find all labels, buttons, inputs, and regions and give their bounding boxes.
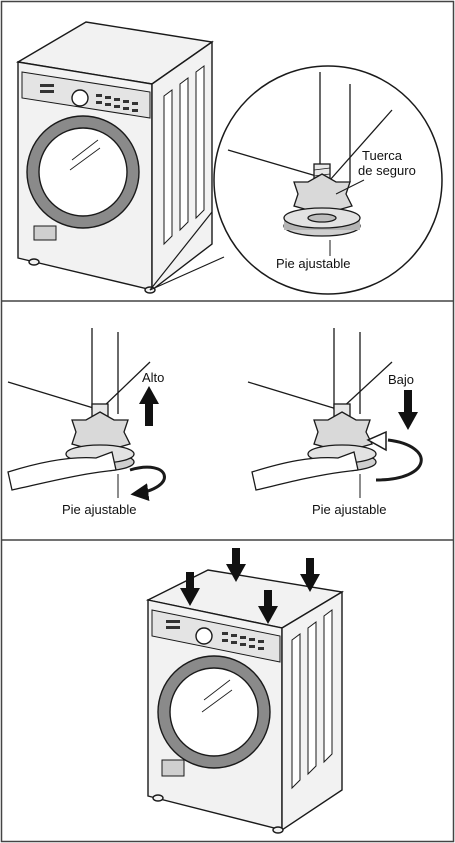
adjust-down-illustration: [247, 328, 423, 498]
foot-label-left: Pie ajustable: [62, 502, 136, 517]
foot-label-right: Pie ajustable: [312, 502, 386, 517]
washing-machine-bottom: [145, 569, 344, 834]
adjust-up-illustration: [7, 328, 166, 502]
lock-nut-label-line1: Tuerca: [362, 148, 403, 163]
lock-nut-pointer: [335, 179, 365, 195]
washing-machine-top: [15, 21, 214, 294]
direction-label-up: Alto: [142, 370, 164, 385]
down-arrow-icon: [398, 390, 418, 430]
adjustable-foot-detail: [227, 72, 393, 237]
press-down-arrow-icons: [180, 548, 320, 624]
up-arrow-icon: [139, 386, 159, 426]
direction-label-down: Bajo: [388, 372, 414, 387]
lock-nut-label-line2: de seguro: [358, 163, 416, 178]
zoom-line-lower: [149, 256, 225, 291]
foot-label-top: Pie ajustable: [276, 256, 350, 271]
zoom-line-upper: [149, 211, 213, 291]
